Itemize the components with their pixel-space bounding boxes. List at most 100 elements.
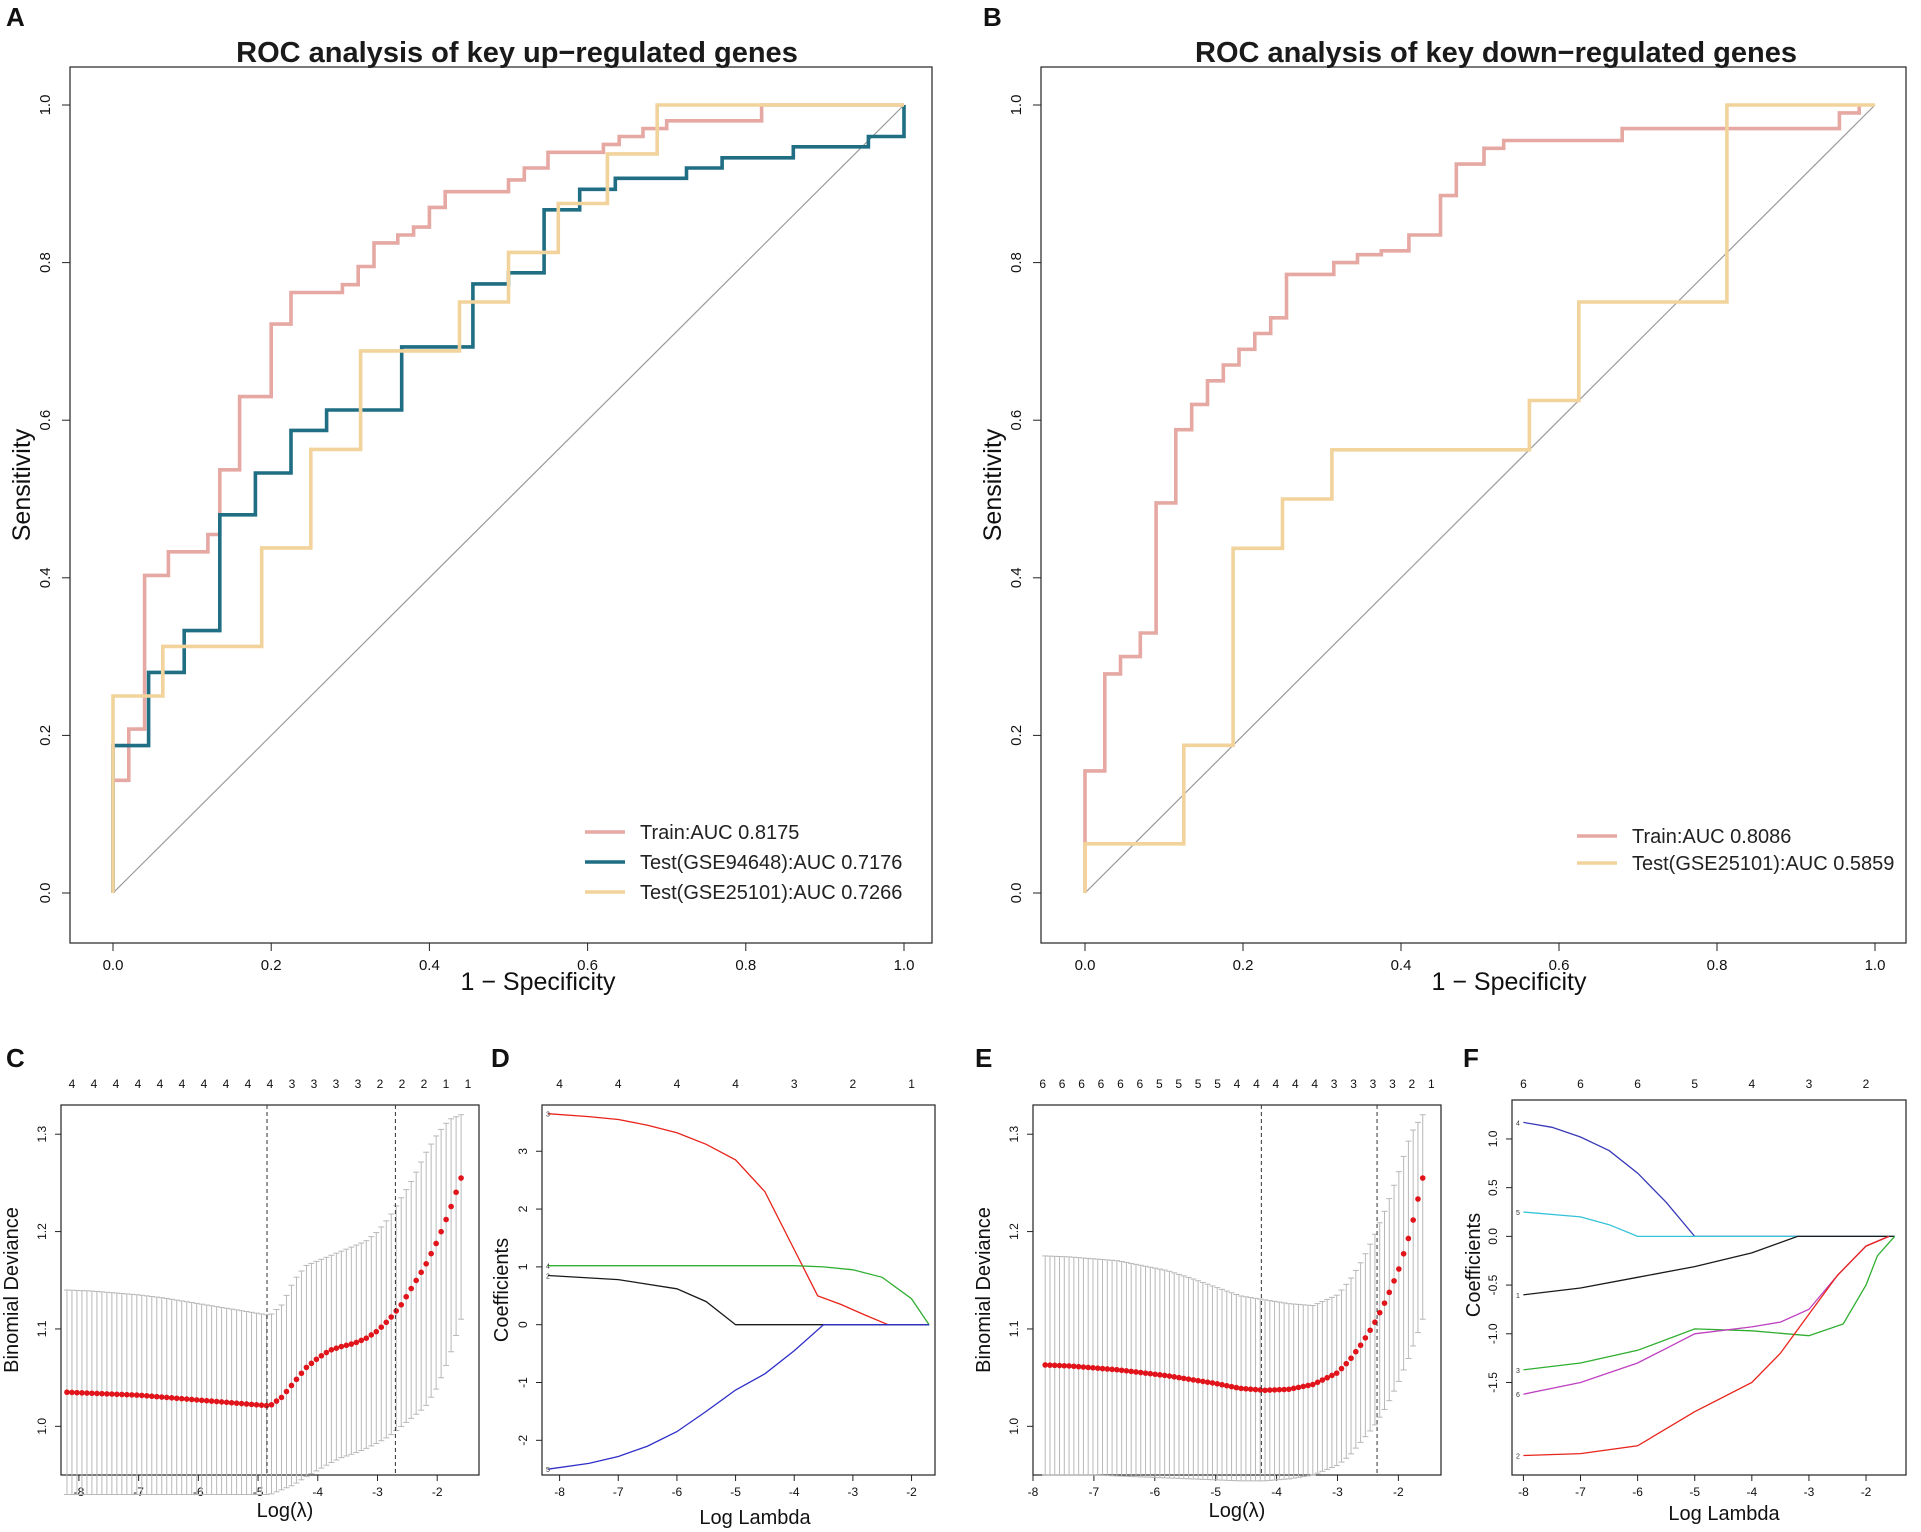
panel-e-cv-point	[1410, 1217, 1416, 1223]
panel-f-coef-path	[1523, 1235, 1890, 1395]
panel-c-cv-point	[283, 1388, 290, 1395]
panel-e-top-count: 5	[1214, 1077, 1221, 1091]
panel-b-frame	[1040, 66, 1907, 944]
panel-e-cv-point	[1405, 1235, 1412, 1242]
panel-c-cv-point	[109, 1391, 115, 1397]
panel-c-cv-point	[323, 1349, 330, 1356]
panel-c-cv-point	[348, 1341, 355, 1347]
panel-c-cv-point	[383, 1319, 390, 1326]
panel-a-diagonal	[112, 104, 905, 894]
panel-c-cv-point	[418, 1269, 424, 1276]
panel-c-cv-point	[423, 1261, 429, 1267]
panel-c-cv-point	[99, 1390, 105, 1397]
panel-c-cv-point	[139, 1392, 145, 1399]
panel-f-ytick-label: 0.5	[1486, 1179, 1500, 1196]
panel-e-cv-point	[1257, 1387, 1264, 1393]
panel-e-cv-point	[1343, 1360, 1350, 1367]
panel-e-cv-point	[1180, 1375, 1187, 1382]
panel-c-cv-point	[64, 1389, 70, 1396]
panel-b-title: ROC analysis of key down−regulated genes	[1195, 37, 1797, 69]
panel-c-xtick-label: -5	[253, 1485, 264, 1499]
panel-c-top-count: 4	[91, 1077, 98, 1091]
panel-label-c: C	[6, 1043, 25, 1073]
panel-d-top-count: 1	[908, 1077, 915, 1091]
panel-c-xtick-label: -2	[432, 1485, 443, 1499]
panel-a-ytick-label: 0.0	[37, 883, 54, 904]
panel-e-cv-point	[1252, 1386, 1259, 1393]
panel-label-a: A	[6, 2, 25, 32]
panel-e-cv-point	[1233, 1384, 1240, 1391]
panel-b-diagonal	[1084, 104, 1876, 894]
panel-c-cv-point	[358, 1337, 365, 1344]
panel-e-xtick-label: -2	[1393, 1485, 1404, 1499]
panel-b-xtick-label: 1.0	[1865, 957, 1886, 974]
panel-b-xtick-label: 0.2	[1233, 957, 1254, 974]
panel-e-frame	[1032, 1104, 1442, 1476]
panel-c-xtick-label: -7	[133, 1485, 144, 1499]
panel-c-frame	[60, 1104, 480, 1476]
panel-c-cv-point	[333, 1345, 340, 1351]
panel-e-cv-point	[1142, 1370, 1149, 1376]
panel-c-cv-point	[288, 1382, 295, 1389]
panel-f-coef-path	[1523, 1235, 1895, 1296]
panel-c-cv-point	[243, 1401, 250, 1407]
panel-e-cv-point	[1276, 1386, 1283, 1393]
panel-b-ytick-label: 0.2	[1008, 725, 1025, 746]
panel-f-ytick-label: 1.0	[1486, 1130, 1500, 1147]
panel-d-coef-index: 3	[546, 1112, 550, 1119]
panel-d-xtick-label: -3	[848, 1485, 859, 1499]
panel-a-xtick-label: 0.4	[419, 957, 440, 974]
panel-d-ytick-label: 2	[516, 1205, 530, 1212]
panel-e-cv-point	[1228, 1383, 1235, 1390]
panel-a-legend-label: Test(GSE25101):AUC 0.7266	[640, 882, 902, 904]
panel-a-ytick-label: 0.2	[37, 725, 54, 746]
panel-b-ytick-label: 0.4	[1008, 567, 1025, 588]
panel-a-roc-line-train	[111, 103, 904, 893]
panel-c-cv-point	[343, 1342, 350, 1349]
panel-e-cv-point	[1171, 1374, 1178, 1380]
panel-d-xtick-label: -4	[789, 1485, 800, 1499]
panel-c-top-count: 4	[157, 1077, 164, 1091]
panel-f-xtick-label: -2	[1861, 1485, 1872, 1499]
panel-e-cv-point	[1419, 1175, 1426, 1181]
panel-c-cv-point	[94, 1390, 100, 1397]
panel-c-cv-point	[298, 1370, 305, 1377]
panel-d-coef-index: 2	[546, 1274, 550, 1281]
panel-e-top-count: 5	[1156, 1077, 1163, 1091]
panel-e-cv-point	[1353, 1348, 1359, 1355]
panel-a-xtick-label: 1.0	[894, 957, 915, 974]
panel-f-xtick-label: -7	[1575, 1485, 1586, 1499]
panel-c-cv-point	[129, 1392, 135, 1398]
panel-e-top-count: 6	[1059, 1077, 1066, 1091]
panel-e-cv-point	[1128, 1368, 1135, 1375]
panel-a-xtick-label: 0.6	[577, 957, 598, 974]
panel-d-ytick-label: 0	[516, 1321, 530, 1328]
panel-c-xlabel: Log(λ)	[257, 1500, 314, 1522]
panel-c-cv-point	[258, 1402, 265, 1408]
panel-d-ytick-label: 1	[516, 1263, 530, 1270]
panel-c-cv-point	[223, 1399, 230, 1406]
panel-d-xlabel: Log Lambda	[699, 1507, 811, 1529]
panel-c-xtick-label: -4	[312, 1485, 323, 1499]
panel-e-top-count: 4	[1292, 1077, 1299, 1091]
panel-e-cv-point	[1123, 1368, 1130, 1374]
panel-e-cv-point	[1376, 1309, 1383, 1316]
panel-c-top-count: 4	[245, 1077, 252, 1091]
panel-c-top-count: 4	[223, 1077, 230, 1091]
panel-f-ytick-label: -1.0	[1486, 1323, 1500, 1344]
panel-f-xtick-label: -4	[1746, 1485, 1757, 1499]
panel-a-legend-label: Test(GSE94648):AUC 0.7176	[640, 852, 902, 874]
panel-e-xtick-label: -7	[1089, 1485, 1100, 1499]
panel-e-top-count: 6	[1117, 1077, 1124, 1091]
panel-c-ytick-label: 1.3	[35, 1126, 49, 1143]
panel-c-ytick-label: 1.2	[35, 1223, 49, 1240]
panel-b-ytick-label: 1.0	[1008, 95, 1025, 116]
panel-a-xlabel: 1 − Specificity	[461, 968, 616, 996]
panel-f-coef-path	[1523, 1211, 1895, 1238]
panel-f-frame	[1511, 1099, 1907, 1476]
panel-e-top-count: 5	[1175, 1077, 1182, 1091]
panel-e-top-count: 6	[1137, 1077, 1144, 1091]
panel-d-top-count: 4	[615, 1077, 622, 1091]
panel-e-cv-point	[1161, 1372, 1168, 1379]
